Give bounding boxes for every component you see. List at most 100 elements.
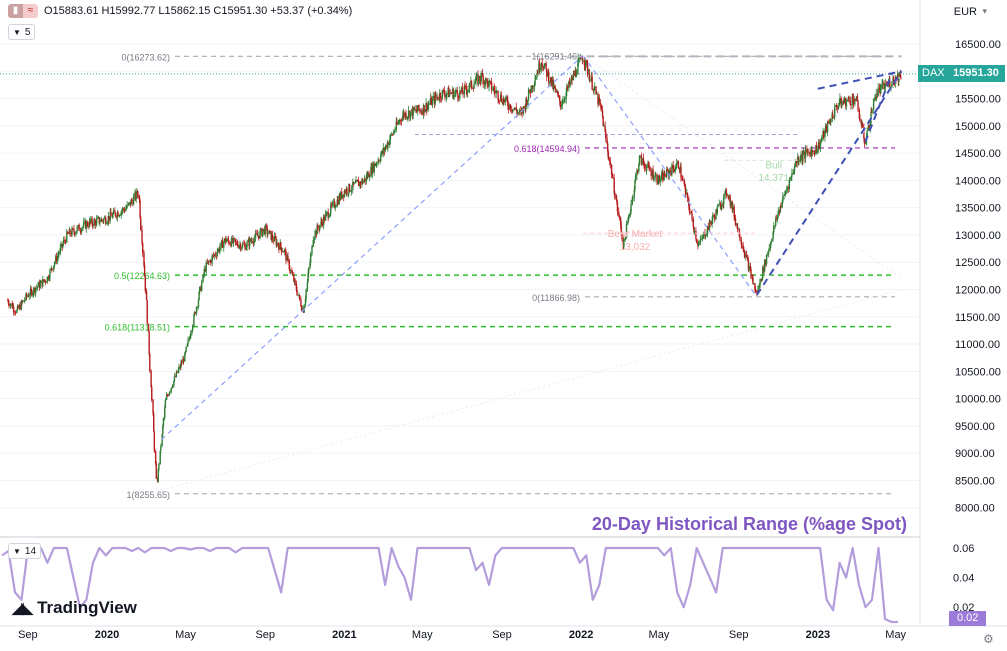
candle-body <box>246 241 248 247</box>
candle-body <box>193 315 195 326</box>
candle-body <box>125 207 128 209</box>
indicator-line <box>1 546 898 624</box>
candle-body <box>16 309 18 313</box>
candle-body <box>536 73 539 74</box>
candle-body <box>584 60 587 67</box>
candle-body <box>330 204 332 214</box>
candle-body <box>123 209 126 212</box>
candle-body <box>878 87 881 89</box>
candle-body <box>82 221 85 227</box>
candle-body <box>7 300 10 304</box>
candle-body <box>268 230 270 234</box>
candle-body <box>666 169 668 177</box>
candle-body <box>893 77 895 83</box>
candle-body <box>860 120 863 125</box>
candle-body <box>804 149 807 159</box>
candle-body <box>591 76 593 90</box>
candle-body <box>413 107 416 111</box>
candle-body <box>782 196 784 203</box>
indicator-badge[interactable]: ▼ 14 <box>8 543 42 559</box>
candle-body <box>654 175 656 180</box>
candle-body <box>681 177 683 181</box>
candle-body <box>630 204 632 212</box>
candle-body <box>472 88 475 89</box>
symbol-toggle-button[interactable]: ▮ ≈ <box>8 4 38 18</box>
candle-body <box>326 212 328 213</box>
candle-body <box>121 210 123 212</box>
candle-body <box>412 107 414 117</box>
price-tick-label: 10500.00 <box>955 366 1001 378</box>
candle-body <box>807 150 809 153</box>
candle-body <box>708 220 711 230</box>
candle-body <box>833 117 835 118</box>
fib-peak-label: 1(16291.46) <box>531 51 580 61</box>
candle-body <box>527 99 529 105</box>
candle-body <box>42 279 44 287</box>
candle-body <box>271 234 274 240</box>
candle-body <box>252 242 255 244</box>
candle-body <box>368 172 370 178</box>
candle-body <box>339 191 342 200</box>
chevron-down-icon: ▼ <box>13 546 21 556</box>
candle-body <box>835 105 838 108</box>
candle-body <box>311 246 314 248</box>
candle-body <box>144 276 146 291</box>
settings-gear-icon[interactable]: ⚙ <box>983 632 994 646</box>
candle-body <box>79 230 82 232</box>
candle-body <box>418 109 421 111</box>
candle-body <box>493 87 495 91</box>
time-tick-label: Sep <box>492 629 512 641</box>
currency-selector[interactable]: EUR <box>953 6 977 18</box>
candle-body <box>14 311 16 313</box>
candle-body <box>657 175 659 185</box>
bull-market-value: 14,371 <box>758 173 789 184</box>
candle-body <box>93 219 95 226</box>
candle-body <box>645 166 648 171</box>
fib-level-label: 0(11866.98) <box>532 293 580 303</box>
candle-body <box>69 229 71 235</box>
interval-badge[interactable]: ▼ 5 <box>8 24 36 40</box>
candle-body <box>155 463 158 479</box>
candle-body <box>457 93 459 98</box>
interval-value: 5 <box>24 26 31 38</box>
candle-body <box>758 285 761 287</box>
candle-body <box>470 80 473 88</box>
candle-body <box>859 118 861 121</box>
candle-body <box>780 206 782 208</box>
indicator-annotation: 20-Day Historical Range (%age Spot) <box>591 514 907 534</box>
candle-body <box>217 248 219 252</box>
candle-body <box>595 86 597 95</box>
candle-body <box>296 290 298 296</box>
candle-body <box>734 217 736 219</box>
candle-body <box>779 206 781 213</box>
candle-body <box>643 164 646 169</box>
candle-body <box>11 303 14 309</box>
candle-body <box>714 216 716 220</box>
candle-body <box>866 130 868 137</box>
candle-body <box>516 110 518 114</box>
candle-body <box>811 150 814 153</box>
candle-body <box>482 76 484 85</box>
candle-body <box>59 247 62 253</box>
candle-body <box>575 70 577 76</box>
candle-body <box>454 92 456 94</box>
candle-body <box>316 225 318 235</box>
candle-body <box>529 89 531 93</box>
time-tick-label: 2020 <box>95 629 119 641</box>
candle-body <box>498 99 500 101</box>
candle-body <box>235 241 237 243</box>
candle-body <box>211 256 213 264</box>
candle-body <box>609 161 612 165</box>
candle-body <box>92 224 94 226</box>
candle-body <box>125 208 127 212</box>
candle-body <box>881 83 883 86</box>
candle-body <box>221 240 224 248</box>
candle-body <box>548 82 551 84</box>
fib-level-label: 0.5(12264.63) <box>114 271 170 281</box>
candle-body <box>337 199 339 205</box>
tradingview-logo[interactable]: ◢◣ TradingView <box>12 598 137 618</box>
candle-body <box>715 209 717 220</box>
candle-body <box>686 192 689 199</box>
candle-body <box>462 93 464 95</box>
